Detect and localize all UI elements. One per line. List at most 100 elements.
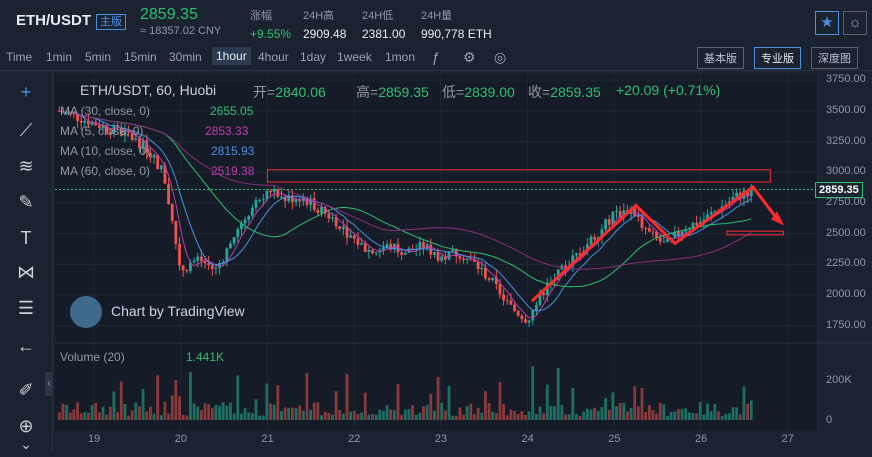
volume-bar	[669, 411, 673, 420]
volume-bar	[189, 372, 192, 420]
volume-bar	[392, 410, 396, 420]
volume-bar	[265, 383, 269, 420]
volume-bar	[407, 409, 411, 420]
star-icon[interactable]: ★	[815, 11, 839, 35]
interval-1mon[interactable]: 1mon	[385, 50, 416, 64]
sun-icon[interactable]: ☼	[843, 11, 867, 35]
candle-body	[68, 112, 72, 114]
candle-body	[636, 215, 640, 217]
volume-bar	[174, 380, 178, 420]
volume-bar	[349, 411, 353, 420]
candle-body	[312, 198, 316, 210]
x-tick-label: 20	[174, 433, 187, 445]
volume-bar	[123, 403, 127, 420]
volume-bar	[207, 404, 211, 420]
volume-bar	[636, 406, 640, 420]
collapse-handle[interactable]: ‹	[45, 372, 53, 396]
volume-bar	[673, 411, 677, 420]
interval-15min[interactable]: 15min	[124, 50, 157, 64]
interval-1day[interactable]: 1day	[300, 50, 327, 64]
crosshair-icon[interactable]: +	[20, 82, 32, 102]
volume-bar	[666, 415, 669, 420]
candle-body	[709, 212, 713, 215]
volume-bar	[585, 408, 589, 420]
volume-bar	[61, 403, 65, 420]
indicator-row-1[interactable]: MA (30, close, 0)	[60, 104, 150, 118]
brush-icon[interactable]: ✎	[18, 192, 34, 212]
volume-bar	[462, 414, 465, 420]
volume-bar	[309, 409, 313, 420]
candle-body	[280, 196, 283, 198]
volume-bar	[615, 406, 618, 420]
pattern-icon[interactable]: ⋈	[17, 262, 35, 282]
volume-bar	[356, 413, 360, 420]
interval-1week[interactable]: 1week	[337, 50, 372, 64]
volume-bar	[389, 409, 393, 420]
view-depth-button[interactable]: 深度图	[811, 47, 858, 69]
volume-bar	[203, 403, 207, 420]
candle-body	[90, 121, 94, 125]
volume-bar	[476, 407, 480, 420]
candle-body	[382, 247, 385, 251]
candle-body	[189, 262, 192, 271]
candle-body	[505, 300, 509, 302]
trendline-icon[interactable]: ⟋	[19, 120, 33, 140]
volume-bar	[185, 415, 189, 420]
candle-body	[571, 255, 575, 267]
indicator-icon[interactable]: ƒ	[432, 49, 440, 65]
volume-bar	[352, 410, 356, 420]
volume-bar	[236, 375, 240, 420]
settings-icon[interactable]: ⚙	[463, 49, 476, 65]
candle-body	[320, 207, 323, 213]
volume-bar	[724, 413, 728, 420]
fibonacci-icon[interactable]: ☰	[17, 298, 35, 318]
screenshot-icon[interactable]: ◎	[494, 49, 507, 65]
volume-bar	[524, 415, 527, 420]
volume-bar	[167, 413, 170, 420]
volume-bar	[702, 414, 706, 420]
candle-body	[148, 152, 152, 158]
pair-name[interactable]: ETH/USDT	[16, 12, 91, 29]
ruler-icon[interactable]: ✐	[18, 380, 34, 400]
candle-body	[418, 242, 422, 250]
candle-body	[272, 189, 276, 193]
back-arrow-icon[interactable]: ←	[17, 336, 35, 356]
fork-icon[interactable]: ≋	[18, 156, 34, 176]
candle-body	[527, 320, 531, 323]
low-stat: 24H低 2381.00	[362, 7, 405, 41]
interval-1hour[interactable]: 1hour	[212, 47, 251, 65]
indicator-value-4: 2519.38	[211, 164, 255, 178]
volume-bar	[385, 405, 389, 420]
volume-bar	[571, 387, 575, 420]
text-icon[interactable]: T	[20, 228, 32, 248]
candle-body	[607, 219, 611, 225]
volume-bar	[451, 415, 455, 420]
volume-bar	[152, 413, 156, 420]
candle-body	[585, 244, 589, 251]
interval-time[interactable]: Time	[6, 50, 33, 64]
view-basic-button[interactable]: 基本版	[697, 47, 744, 69]
interval-4hour[interactable]: 4hour	[258, 50, 289, 64]
zoom-icon[interactable]: ⊕	[18, 416, 34, 436]
candle-body	[309, 198, 313, 205]
interval-1min[interactable]: 1min	[46, 50, 73, 64]
interval-5min[interactable]: 5min	[85, 50, 112, 64]
change-stat: 涨幅 +9.55%	[250, 7, 291, 41]
candle-body	[229, 243, 232, 249]
volume-bar	[396, 384, 400, 420]
candle-body	[695, 222, 699, 226]
indicator-row-4[interactable]: MA (60, close, 0)	[60, 164, 150, 178]
chevron-down-icon[interactable]: ⌄	[20, 436, 32, 452]
volume-bar	[553, 406, 556, 420]
candle-body	[691, 222, 695, 229]
interval-30min[interactable]: 30min	[169, 50, 202, 64]
volume-bar	[742, 386, 746, 420]
view-pro-button[interactable]: 专业版	[754, 47, 801, 69]
indicator-row-2[interactable]: MA (5, close, 0)	[60, 124, 143, 138]
candle-body	[65, 112, 69, 114]
candle-body	[363, 243, 367, 252]
candle-body	[396, 243, 400, 253]
indicator-row-3[interactable]: MA (10, close, 0)	[60, 144, 150, 158]
candle-body	[655, 231, 658, 238]
